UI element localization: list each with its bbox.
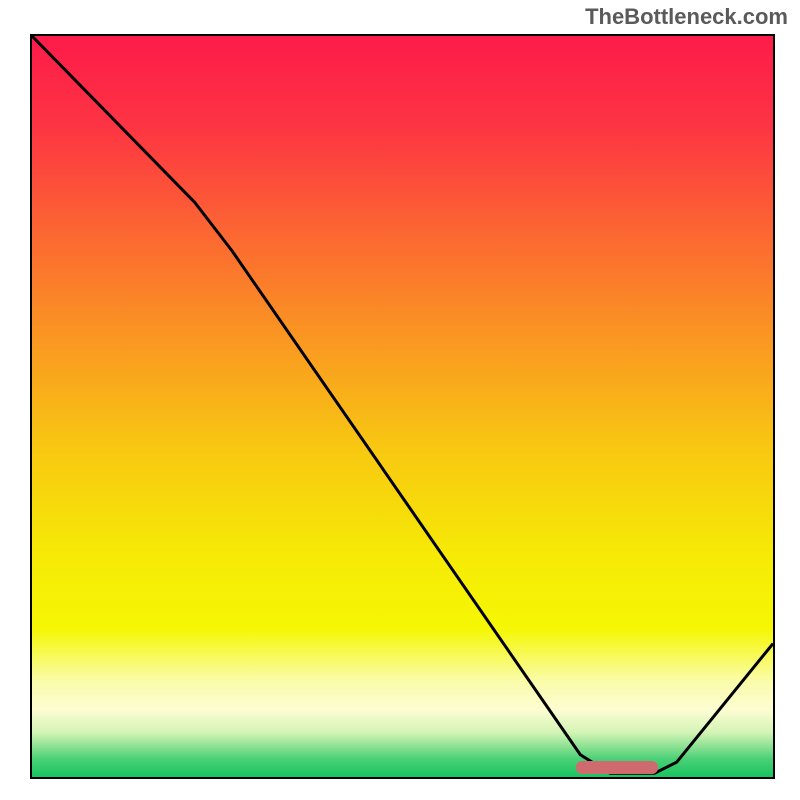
watermark-text: TheBottleneck.com: [585, 4, 788, 30]
optimal-range-marker: [576, 761, 658, 774]
line-layer: [32, 36, 773, 777]
bottleneck-chart: TheBottleneck.com: [0, 0, 800, 800]
plot-area: [30, 34, 775, 779]
performance-curve: [32, 36, 773, 773]
